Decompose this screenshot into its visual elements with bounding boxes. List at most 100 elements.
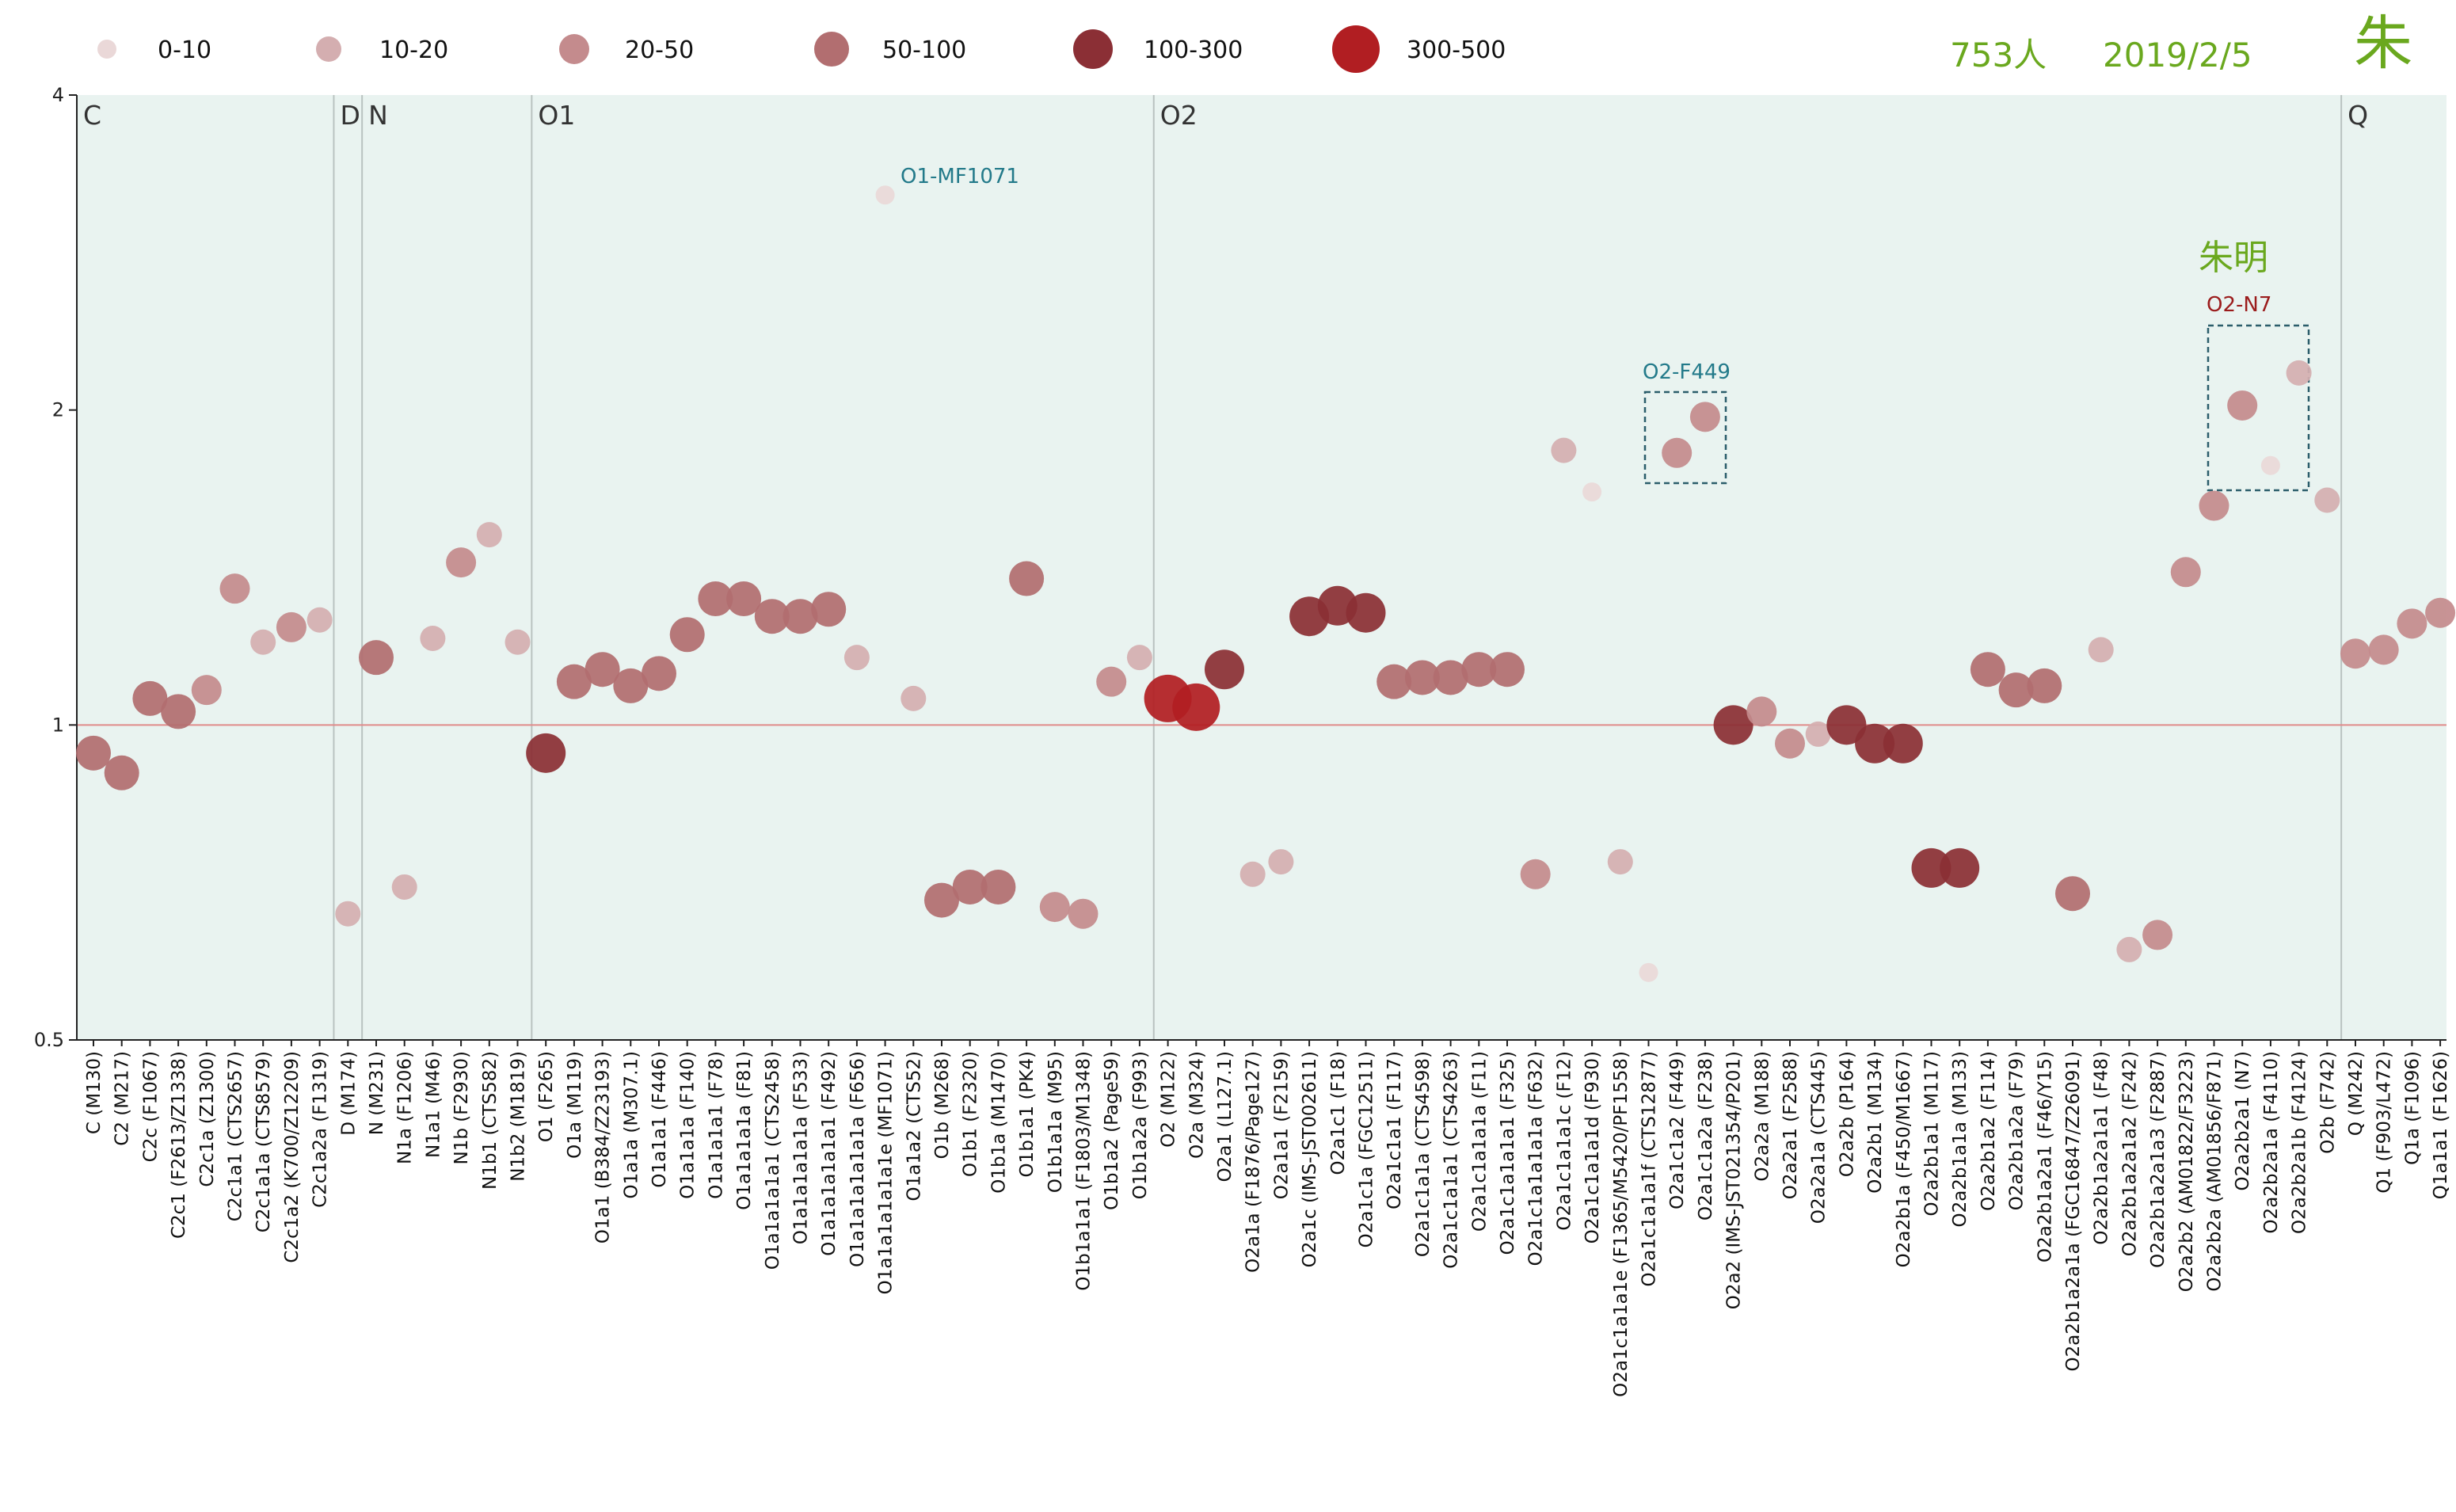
data-point xyxy=(726,581,762,617)
y-tick-label: 4 xyxy=(52,84,64,106)
x-tick-label: O2a1a (F1876/Page127) xyxy=(1243,1051,1264,1273)
data-point xyxy=(782,599,818,634)
highlight-box-n7 xyxy=(2207,324,2310,492)
legend-marker-1 xyxy=(316,36,341,62)
data-point xyxy=(1205,649,1244,690)
x-tick-label: O1b1 (F2320) xyxy=(961,1051,981,1177)
x-tick-label: O2a2b1a2a (F79) xyxy=(2007,1051,2028,1210)
x-tick-label: O2b (F742) xyxy=(2317,1051,2338,1154)
data-point xyxy=(1826,705,1867,745)
data-point xyxy=(669,617,705,653)
data-point xyxy=(1639,962,1658,982)
data-point xyxy=(2260,455,2280,475)
group-label-d: D xyxy=(340,100,360,131)
legend-label-3: 50-100 xyxy=(882,36,966,64)
group-labels: C D N O1 O2 Q xyxy=(83,100,2368,131)
data-point xyxy=(2116,936,2142,962)
x-tick-label: C2c1 (F2613/Z1338) xyxy=(169,1051,189,1239)
x-tick-label: C2 (M217) xyxy=(112,1051,133,1146)
data-point xyxy=(1970,652,2005,687)
data-point xyxy=(76,735,111,771)
data-point xyxy=(359,640,394,676)
legend-label-0: 0-10 xyxy=(158,36,211,64)
x-tick-label: O2a2a (M188) xyxy=(1752,1051,1773,1182)
x-tick-label: N1b2 (M1819) xyxy=(508,1051,529,1182)
x-tick-label: O2a2b1a2a1a (FGC16847/Z26091) xyxy=(2063,1051,2084,1371)
person-count: 753人 xyxy=(1950,36,2047,74)
data-point xyxy=(1883,723,1923,764)
data-point xyxy=(2314,487,2340,513)
y-axis: 4 2 1 0.5 xyxy=(34,84,2446,1051)
x-tick-label: O1a1a1a1a (F81) xyxy=(734,1051,755,1210)
x-tick-label: O2a1c1 (F18) xyxy=(1328,1051,1349,1175)
data-point xyxy=(613,668,649,703)
data-point xyxy=(843,645,870,671)
x-tick-label: O1a1a (M307.1) xyxy=(621,1051,642,1199)
data-point xyxy=(1713,705,1753,745)
data-point xyxy=(584,652,620,687)
group-label-o2: O2 xyxy=(1160,100,1198,131)
group-label-n: N xyxy=(368,100,388,131)
data-point xyxy=(2425,597,2456,628)
y-tick-label: 0.5 xyxy=(34,1029,64,1051)
data-point xyxy=(1404,660,1440,695)
x-tick-label: O1b1a1 (PK4) xyxy=(1017,1051,1038,1178)
data-point xyxy=(104,755,139,790)
legend-label-1: 10-20 xyxy=(379,36,448,64)
data-point xyxy=(1490,652,1525,687)
x-tick-label: O1a1a1a (F140) xyxy=(678,1051,699,1199)
x-tick-label: C2c (F1067) xyxy=(140,1051,161,1162)
x-tick-label: O2a1c (IMS-JST002611) xyxy=(1300,1051,1320,1267)
x-tick-label: D (M174) xyxy=(338,1051,359,1136)
data-point xyxy=(335,901,361,927)
data-point xyxy=(1172,683,1220,731)
x-tick-label: O2a1 (L127.1) xyxy=(1215,1051,1236,1182)
x-tick-label: N1a1 (M46) xyxy=(423,1051,444,1158)
x-tick-label: C2c1a (Z1300) xyxy=(197,1051,218,1187)
data-point xyxy=(2055,876,2090,912)
group-label-c: C xyxy=(83,100,101,131)
data-point xyxy=(2088,637,2114,663)
x-tick-label: O2a2b1a2a1a3 (F2887) xyxy=(2148,1051,2169,1268)
data-point xyxy=(1461,652,1497,687)
x-tick-label: Q (M242) xyxy=(2346,1051,2367,1136)
x-tick-label: C2c1a1 (CTS2657) xyxy=(226,1051,246,1221)
data-point xyxy=(391,874,417,900)
data-point xyxy=(1911,847,1951,888)
x-tick-label: O1a1a1a1a1a (F533) xyxy=(791,1051,812,1244)
x-tick-label: O2a1c1a1a1e (F1365/M5420/PF1558) xyxy=(1611,1051,1632,1397)
x-tick-label: O1a1a1a1a1 (CTS2458) xyxy=(763,1051,783,1270)
data-point xyxy=(980,869,1016,905)
legend-label-4: 100-300 xyxy=(1144,36,1243,64)
x-tick-label: O2a (M324) xyxy=(1186,1051,1207,1159)
x-tick-label: O1b1a2a (F993) xyxy=(1130,1051,1151,1199)
legend-marker-0 xyxy=(97,40,116,59)
data-point xyxy=(698,581,733,617)
legend-marker-3 xyxy=(814,32,849,67)
data-points xyxy=(76,185,2456,982)
x-tick-label: O2a2b1a2a1a1 (F48) xyxy=(2092,1051,2112,1245)
data-point xyxy=(307,607,333,633)
highlight-box-f449 xyxy=(1643,390,1727,485)
data-point xyxy=(191,675,222,706)
y-tick-label: 1 xyxy=(52,714,64,736)
data-point xyxy=(556,664,592,699)
x-tick-label: O1b1a2 (Page59) xyxy=(1102,1051,1122,1210)
data-point xyxy=(420,625,446,651)
x-tick-label: O2a2b2a (AM01856/F871) xyxy=(2205,1051,2226,1292)
data-point xyxy=(1998,672,2034,708)
x-tick-label: O2a2b2a1b (F4124) xyxy=(2290,1051,2310,1234)
data-point xyxy=(901,685,927,711)
legend-label-2: 20-50 xyxy=(625,36,694,64)
x-tick-label: O2a2b1 (M134) xyxy=(1865,1051,1886,1194)
data-point xyxy=(1940,847,1980,888)
x-tick-label: O2a2b1a2a1a2 (F242) xyxy=(2119,1051,2140,1256)
data-point xyxy=(219,573,250,604)
group-label-q: Q xyxy=(2347,100,2368,131)
data-point xyxy=(1039,892,1070,923)
annotation-mf1071: O1-MF1071 xyxy=(901,165,1019,189)
x-tick-label: O2a1c1a1a1c (F12) xyxy=(1554,1051,1575,1231)
data-point xyxy=(1268,849,1294,875)
data-point xyxy=(132,680,168,716)
legend-marker-2 xyxy=(559,34,589,64)
